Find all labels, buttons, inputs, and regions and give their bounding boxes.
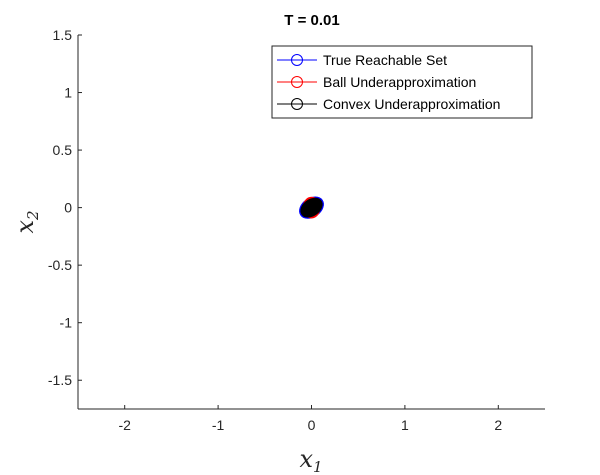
x-tick-label: 1 — [401, 417, 409, 433]
y-axis-label-sub: 2 — [24, 210, 42, 221]
y-tick-label: 1.5 — [53, 27, 73, 43]
y-tick-label: -1.5 — [48, 372, 72, 388]
chart-title: T = 0.01 — [284, 12, 339, 29]
legend-entry-ball-underapproximation: Ball Underapproximation — [277, 74, 476, 90]
y-tick-label: 0.5 — [53, 142, 73, 158]
y-axis-label: x2 — [11, 210, 42, 233]
x-tick-label: -1 — [212, 417, 225, 433]
legend-label-ball-underapproximation: Ball Underapproximation — [323, 74, 476, 90]
y-tick-label: -1 — [60, 315, 73, 331]
legend-marker-true-reachable-set — [291, 54, 303, 66]
x-axis-label-base: x — [299, 445, 313, 473]
x-tick-label: 2 — [494, 417, 502, 433]
legend-marker-ball-underapproximation — [291, 76, 303, 88]
reachable-sets — [299, 196, 324, 219]
y-tick-label: -0.5 — [48, 257, 72, 273]
legend-label-true-reachable-set: True Reachable Set — [323, 52, 447, 68]
legend-entry-true-reachable-set: True Reachable Set — [277, 52, 447, 68]
set-convex-underapproximation — [300, 197, 323, 218]
x-axis-label-sub: 1 — [313, 458, 323, 475]
legend: True Reachable Set Ball Underapproximati… — [271, 45, 533, 119]
x-ticks: -2 -1 0 1 2 — [118, 405, 502, 433]
y-tick-label: 1 — [64, 85, 72, 101]
x-tick-label: 0 — [308, 417, 316, 433]
legend-marker-convex-underapproximation — [291, 98, 303, 110]
y-tick-label: 0 — [64, 200, 72, 216]
x-tick-label: -2 — [118, 417, 131, 433]
legend-entry-convex-underapproximation: Convex Underapproximation — [277, 96, 500, 112]
legend-label-convex-underapproximation: Convex Underapproximation — [323, 96, 500, 112]
y-ticks: -1.5 -1 -0.5 0 0.5 1 1.5 — [48, 27, 82, 388]
x-axis-label: x1 — [299, 445, 322, 475]
y-axis-label-base: x — [11, 220, 39, 234]
